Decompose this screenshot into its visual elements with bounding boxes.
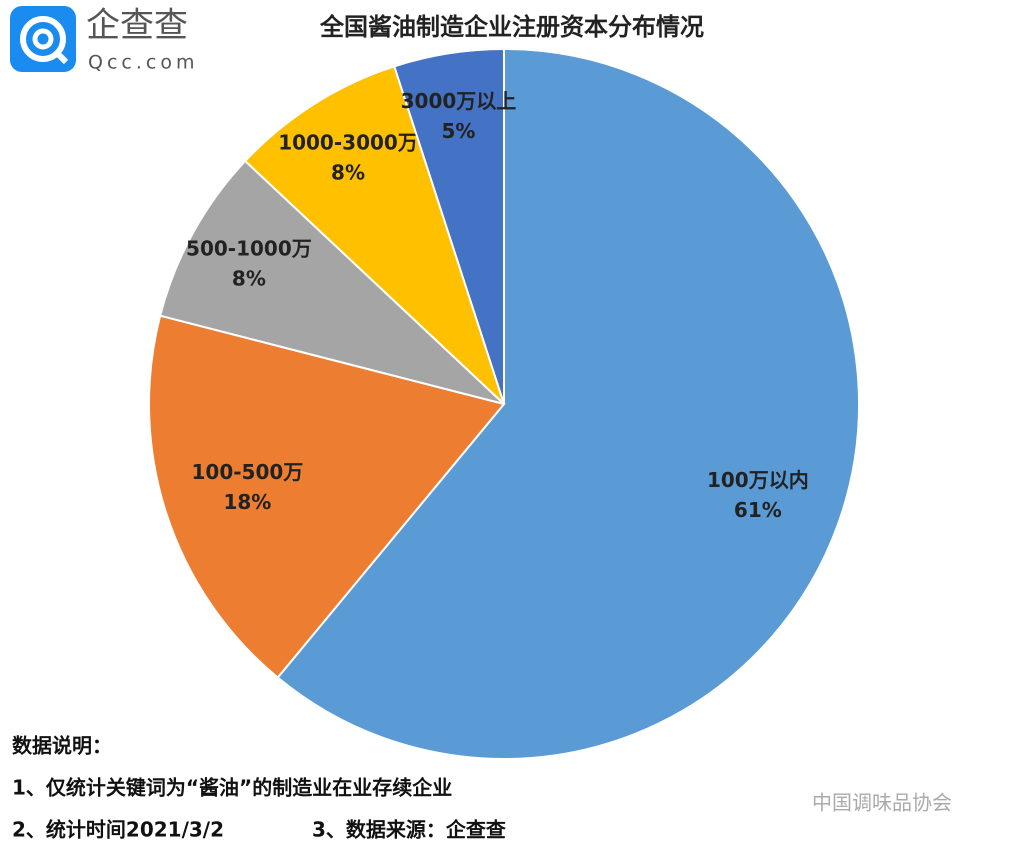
pie-slice	[276, 47, 860, 760]
logo: 企查查 Qcc.com	[10, 6, 198, 74]
slice-value-label: 8%	[232, 266, 266, 290]
logo-icon-tail	[52, 48, 69, 65]
slice-label: 100-500万	[192, 460, 304, 484]
logo-icon-inner	[32, 28, 54, 50]
pie-slice	[148, 314, 506, 679]
slice-label: 100万以内	[707, 468, 809, 492]
logo-domain: Qcc.com	[88, 52, 198, 74]
chart-title: 全国酱油制造企业注册资本分布情况	[319, 13, 704, 41]
pie-slice	[158, 159, 505, 405]
logo-icon	[10, 6, 76, 72]
note-line: 1、仅统计关键词为“酱油”的制造业在业存续企业	[12, 776, 452, 800]
slice-value-label: 61%	[734, 498, 782, 522]
notes-heading: 数据说明：	[12, 734, 112, 758]
slice-value-label: 18%	[223, 490, 271, 514]
logo-icon-ring	[20, 16, 66, 62]
pie-slice	[393, 47, 505, 405]
pie: 100万以内 61% 100-500万 18% 500-1000万 8% 1000-3000…	[148, 47, 860, 760]
note-line: 2、统计时间2021/3/2	[12, 818, 224, 842]
slice-label: 3000万以上	[401, 89, 517, 113]
slice-value-label: 8%	[331, 161, 365, 185]
slice-label: 1000-3000万	[278, 131, 418, 155]
pie-slice	[243, 65, 505, 405]
note-line: 3、数据来源：企查查	[312, 818, 506, 842]
slice-label: 500-1000万	[186, 236, 312, 260]
watermark: 中国调味品协会	[812, 791, 952, 815]
logo-name: 企查查	[86, 6, 188, 46]
slice-value-label: 5%	[441, 119, 475, 143]
